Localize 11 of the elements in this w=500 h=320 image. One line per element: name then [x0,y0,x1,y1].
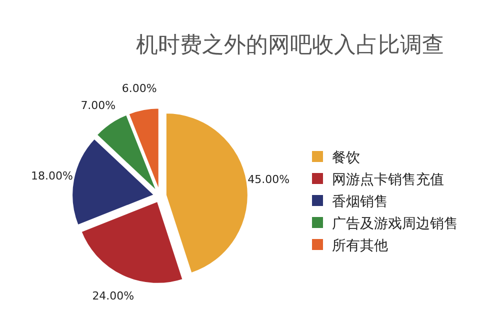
legend-label: 广告及游戏周边销售 [332,216,458,232]
data-label: 6.00% [122,82,157,95]
legend-label: 所有其他 [332,238,388,254]
data-label: 24.00% [92,290,134,303]
data-label: 45.00% [248,172,290,186]
data-label: 7.00% [80,99,116,112]
legend-label: 餐饮 [332,150,360,166]
data-label: 18.00% [30,169,73,182]
legend-label: 香烟销售 [332,194,388,210]
legend-label: 网游点卡销售充值 [332,172,444,188]
chart-title: 机时费之外的网吧收入占比调查 [136,33,444,58]
